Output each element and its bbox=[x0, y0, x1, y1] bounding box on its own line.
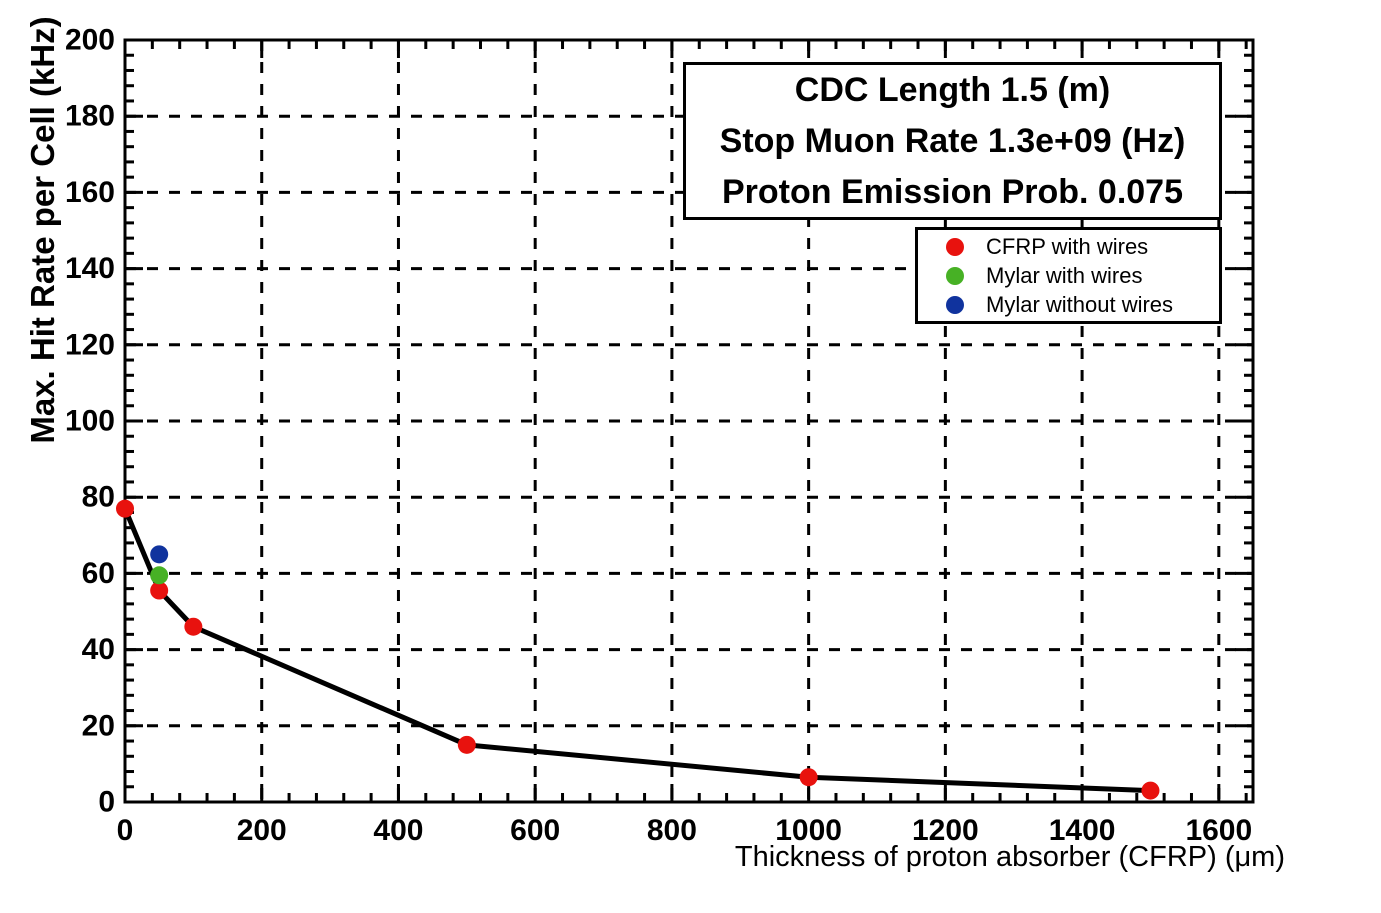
stats-line-proton-emission-prob: Proton Emission Prob. 0.075 bbox=[721, 172, 1183, 211]
stats-box: CDC Length 1.5 (m) Stop Muon Rate 1.3e+0… bbox=[683, 62, 1222, 220]
data-point bbox=[799, 768, 818, 787]
y-axis-title: Max. Hit Rate per Cell (kHz) bbox=[24, 16, 61, 444]
y-tick-label: 0 bbox=[98, 786, 115, 819]
data-point bbox=[150, 566, 169, 585]
data-point bbox=[150, 545, 169, 564]
x-tick-label: 200 bbox=[237, 814, 287, 847]
data-point bbox=[184, 617, 203, 636]
y-tick-label: 100 bbox=[65, 405, 115, 438]
legend-label: CFRP with wires bbox=[986, 233, 1149, 259]
x-tick-label: 0 bbox=[117, 814, 134, 847]
legend: CFRP with wires Mylar with wires Mylar wit… bbox=[915, 227, 1222, 324]
y-tick-label: 140 bbox=[65, 252, 115, 285]
y-tick-label: 20 bbox=[82, 709, 115, 742]
y-tick-label: 120 bbox=[65, 328, 115, 361]
y-tick-label: 160 bbox=[65, 176, 115, 209]
data-point bbox=[150, 581, 169, 600]
y-tick-label: 180 bbox=[65, 100, 115, 133]
x-tick-label: 1200 bbox=[912, 814, 979, 847]
y-tick-label: 200 bbox=[65, 24, 115, 57]
legend-item: CFRP with wires bbox=[918, 233, 1219, 261]
x-tick-label: 1400 bbox=[1049, 814, 1116, 847]
y-tick-label: 40 bbox=[82, 633, 115, 666]
data-point bbox=[457, 735, 476, 754]
y-tick-label: 60 bbox=[82, 557, 115, 590]
stats-line-stop-muon-rate: Stop Muon Rate 1.3e+09 (Hz) bbox=[719, 121, 1186, 160]
x-tick-label: 400 bbox=[373, 814, 423, 847]
stats-line-cdc-length: CDC Length 1.5 (m) bbox=[794, 70, 1111, 109]
x-tick-label: 800 bbox=[647, 814, 697, 847]
data-point bbox=[116, 499, 134, 518]
legend-label: Mylar with wires bbox=[986, 262, 1143, 288]
x-axis-title: Thickness of proton absorber (CFRP) (μm) bbox=[734, 841, 1285, 873]
legend-item: Mylar with wires bbox=[918, 262, 1219, 290]
legend-marker-icon bbox=[946, 266, 964, 285]
legend-marker-icon bbox=[946, 237, 964, 256]
x-tick-label: 600 bbox=[510, 814, 560, 847]
legend-marker-icon bbox=[946, 295, 964, 314]
x-tick-label: 1600 bbox=[1185, 814, 1252, 847]
legend-label: Mylar without wires bbox=[986, 291, 1174, 317]
data-point bbox=[1141, 781, 1160, 800]
x-tick-label: 1000 bbox=[775, 814, 842, 847]
y-tick-label: 80 bbox=[82, 481, 115, 514]
legend-item: Mylar without wires bbox=[918, 291, 1219, 319]
